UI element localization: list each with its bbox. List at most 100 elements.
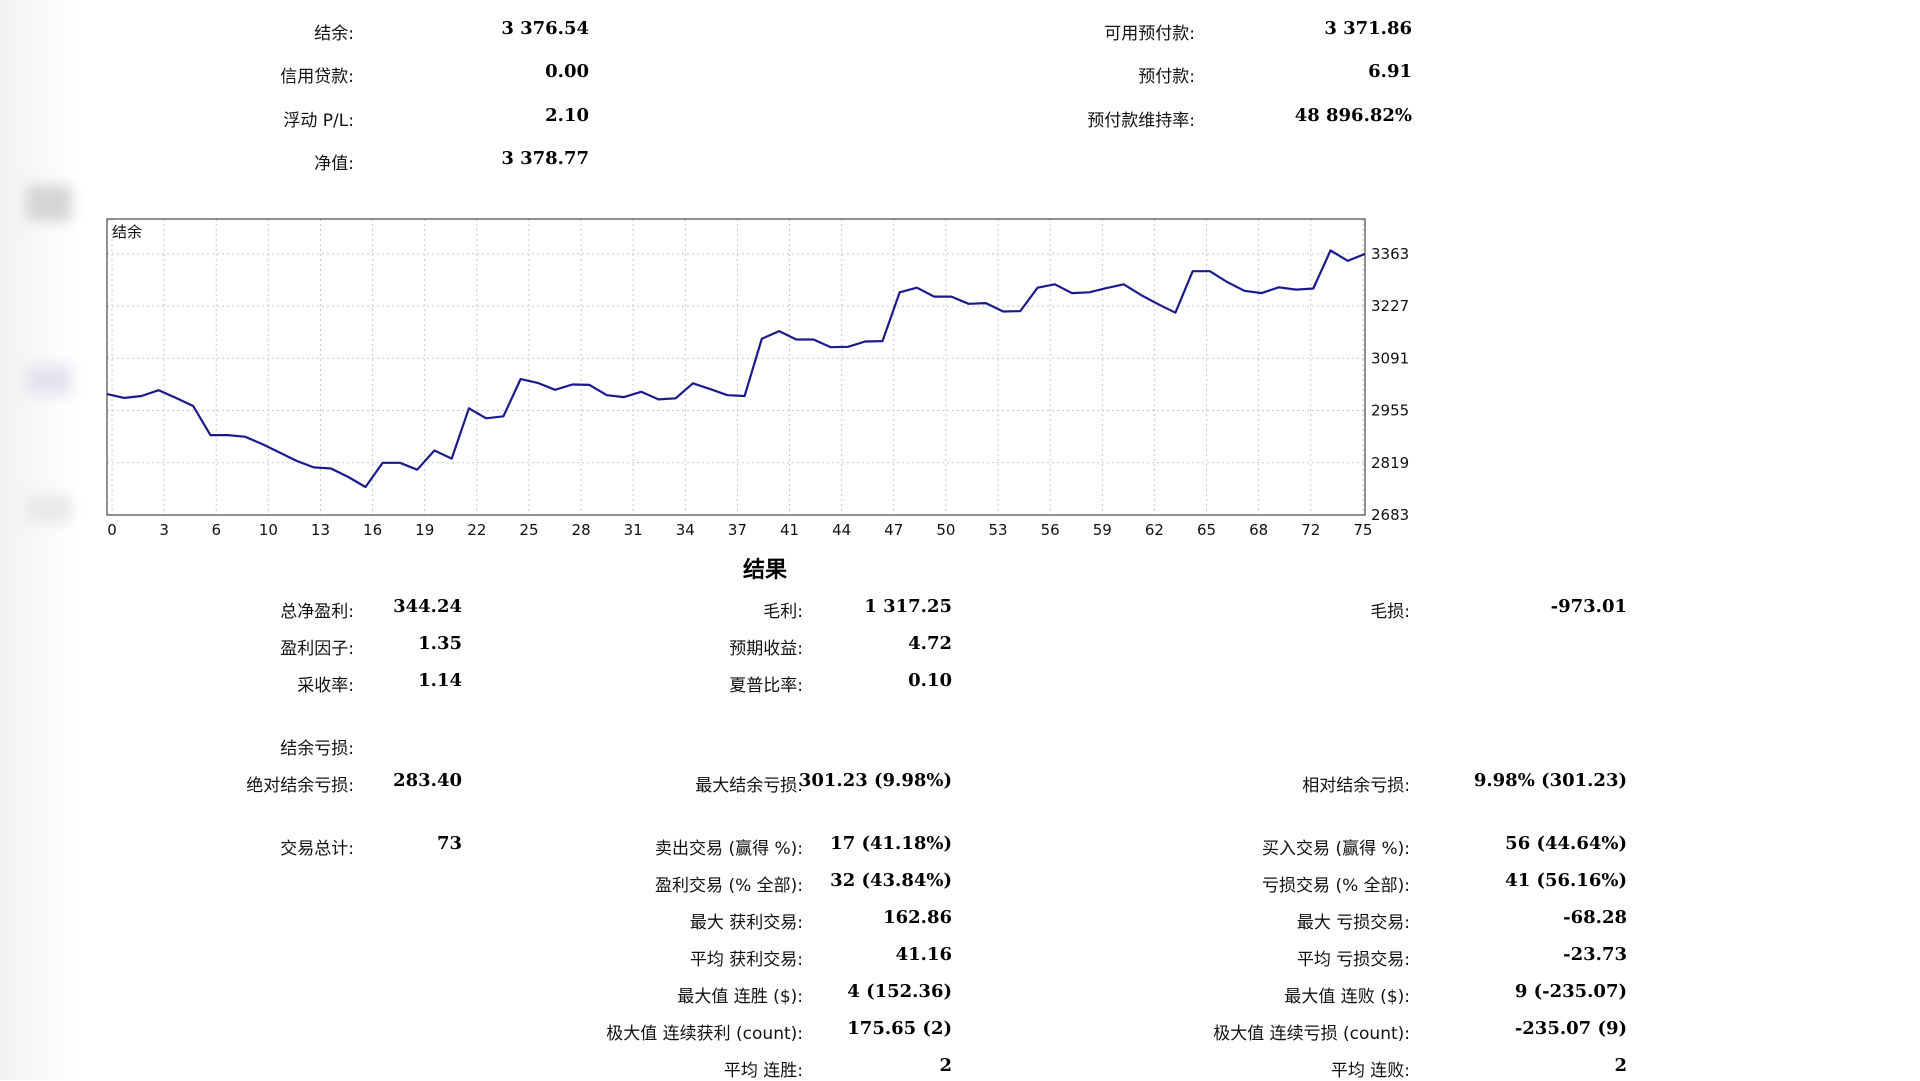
blurred-background-element [26, 365, 72, 395]
gross-profit-value: 1 317.25 [864, 596, 952, 617]
max-drawdown-label: 最大结余亏损: [695, 776, 803, 796]
x-tick-label: 25 [519, 521, 538, 539]
x-tick-label: 56 [1041, 521, 1060, 539]
gross-loss-label: 毛损: [1370, 602, 1410, 622]
x-tick-label: 50 [936, 521, 955, 539]
y-tick-label: 2819 [1371, 454, 1409, 472]
margin-level-value: 48 896.82% [1294, 105, 1412, 126]
chart-frame [106, 218, 1366, 516]
x-tick-label: 59 [1093, 521, 1112, 539]
max-consec-profit-value: 175.65 (2) [847, 1018, 952, 1039]
recovery-factor-value: 1.14 [418, 670, 462, 691]
y-tick-label: 3227 [1371, 297, 1409, 315]
avg-profit-trade-label: 平均 获利交易: [689, 950, 803, 970]
max-consec-loss-label: 极大值 连续亏损 (count): [1213, 1024, 1410, 1044]
x-tick-label: 0 [107, 521, 117, 539]
x-tick-label: 75 [1353, 521, 1372, 539]
floating-pl-label: 浮动 P/L: [283, 111, 354, 131]
credit-value: 0.00 [545, 61, 589, 82]
x-tick-label: 68 [1249, 521, 1268, 539]
blurred-background-element [26, 495, 72, 523]
net-profit-value: 344.24 [393, 596, 462, 617]
long-trades-value: 56 (44.64%) [1505, 833, 1627, 854]
y-tick-label: 2955 [1371, 402, 1409, 420]
abs-drawdown-value: 283.40 [393, 770, 462, 791]
margin-label: 预付款: [1138, 67, 1195, 87]
largest-loss-trade-value: -68.28 [1563, 907, 1627, 928]
x-tick-label: 62 [1145, 521, 1164, 539]
max-drawdown-value: 301.23 (9.98%) [798, 770, 952, 791]
x-tick-label: 34 [676, 521, 695, 539]
largest-profit-trade-label: 最大 获利交易: [689, 913, 803, 933]
max-consec-wins-value: 4 (152.36) [847, 981, 952, 1002]
balance-chart: 3363 3227 3091 2955 2819 2683 0 3 6 10 13 16 19 22 25 2… [106, 218, 1409, 539]
largest-profit-trade-value: 162.86 [883, 907, 952, 928]
x-tick-label: 16 [363, 521, 382, 539]
recovery-factor-label: 采收率: [297, 676, 354, 696]
avg-consec-losses-label: 平均 连败: [1330, 1061, 1410, 1081]
sharpe-ratio-value: 0.10 [908, 670, 952, 691]
avg-consec-losses-value: 2 [1614, 1055, 1627, 1076]
x-tick-label: 53 [988, 521, 1007, 539]
x-tick-label: 28 [572, 521, 591, 539]
results-title: 结果 [742, 558, 787, 583]
y-tick-label: 2683 [1371, 506, 1409, 524]
x-tick-label: 19 [415, 521, 434, 539]
x-tick-label: 22 [467, 521, 486, 539]
total-trades-label: 交易总计: [280, 839, 354, 859]
left-edge-shadow [0, 0, 78, 1080]
margin-level-label: 预付款维持率: [1087, 111, 1195, 131]
y-tick-label: 3091 [1371, 349, 1409, 367]
loss-trades-label: 亏损交易 (% 全部): [1262, 876, 1410, 896]
short-trades-label: 卖出交易 (赢得 %): [655, 839, 803, 859]
free-margin-value: 3 371.86 [1324, 18, 1412, 39]
y-tick-label: 3363 [1371, 245, 1409, 263]
balance-line [106, 249, 1366, 489]
profit-factor-label: 盈利因子: [280, 639, 354, 659]
equity-label: 净值: [314, 154, 354, 174]
plot-area [107, 219, 1365, 515]
avg-loss-trade-label: 平均 亏损交易: [1296, 950, 1410, 970]
x-tick-label: 37 [728, 521, 747, 539]
avg-profit-trade-value: 41.16 [895, 944, 952, 965]
largest-loss-trade-label: 最大 亏损交易: [1296, 913, 1410, 933]
max-consec-losses-value: 9 (-235.07) [1514, 981, 1627, 1002]
profit-trades-label: 盈利交易 (% 全部): [655, 876, 803, 896]
x-tick-label: 65 [1197, 521, 1216, 539]
balance-label: 结余: [314, 24, 354, 44]
equity-value: 3 378.77 [501, 148, 589, 169]
rel-drawdown-value: 9.98% (301.23) [1473, 770, 1627, 791]
net-profit-label: 总净盈利: [280, 602, 354, 622]
profit-trades-value: 32 (43.84%) [830, 870, 952, 891]
balance-drawdown-label: 结余亏损: [280, 739, 354, 759]
total-trades-value: 73 [436, 833, 462, 854]
x-tick-label: 10 [259, 521, 278, 539]
margin-value: 6.91 [1368, 61, 1412, 82]
x-tick-label: 44 [832, 521, 851, 539]
max-consec-losses-label: 最大值 连败 ($): [1284, 987, 1410, 1007]
x-tick-label: 3 [159, 521, 169, 539]
avg-consec-wins-value: 2 [939, 1055, 952, 1076]
blurred-background-element [26, 185, 72, 221]
expected-payoff-value: 4.72 [908, 633, 952, 654]
credit-label: 信用贷款: [280, 67, 354, 87]
profit-factor-value: 1.35 [418, 633, 462, 654]
x-tick-label: 31 [624, 521, 643, 539]
max-consec-wins-label: 最大值 连胜 ($): [677, 987, 803, 1007]
avg-loss-trade-value: -23.73 [1563, 944, 1627, 965]
x-tick-label: 13 [311, 521, 330, 539]
sharpe-ratio-label: 夏普比率: [729, 676, 803, 696]
x-tick-label: 6 [211, 521, 221, 539]
balance-value: 3 376.54 [501, 18, 589, 39]
gross-profit-label: 毛利: [763, 602, 803, 622]
chart-title: 结余 [112, 223, 142, 241]
avg-consec-wins-label: 平均 连胜: [723, 1061, 803, 1081]
abs-drawdown-label: 绝对结余亏损: [246, 776, 354, 796]
x-tick-label: 41 [780, 521, 799, 539]
x-tick-label: 47 [884, 521, 903, 539]
free-margin-label: 可用预付款: [1104, 24, 1195, 44]
expected-payoff-label: 预期收益: [729, 639, 803, 659]
max-consec-loss-value: -235.07 (9) [1514, 1018, 1627, 1039]
floating-pl-value: 2.10 [545, 105, 589, 126]
x-tick-label: 72 [1301, 521, 1320, 539]
